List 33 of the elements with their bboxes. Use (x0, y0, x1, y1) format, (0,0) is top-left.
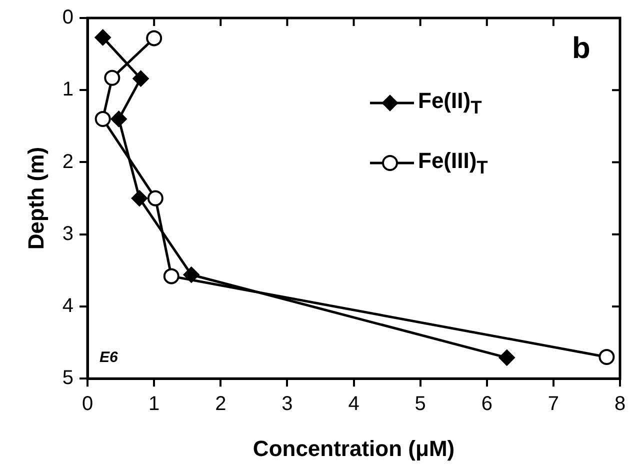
y-tick-label: 0 (62, 6, 74, 29)
annotation: E6 (100, 348, 118, 366)
point (131, 190, 148, 206)
point (94, 29, 111, 46)
point (94, 110, 111, 127)
point (498, 350, 515, 366)
y-tick-label: 1 (62, 78, 74, 101)
point (110, 110, 127, 127)
y-tick-label: 4 (62, 294, 74, 317)
x-tick-label: 1 (148, 393, 160, 416)
x-tick-label: 8 (614, 393, 626, 416)
point (132, 70, 149, 87)
y-tick-label: 5 (62, 367, 74, 390)
y-tick-label: 2 (62, 150, 74, 173)
x-tick-label: 4 (348, 393, 360, 416)
point (147, 190, 164, 206)
x-tick-label: 7 (548, 393, 560, 416)
y-tick-label: 3 (62, 222, 74, 245)
annotation: b (572, 32, 590, 66)
x-tick-label: 3 (282, 393, 293, 416)
x-tick-label: 0 (82, 393, 94, 416)
point (104, 70, 120, 86)
legend-label: Fe(III)$_{T}$ (418, 148, 488, 178)
point (598, 348, 615, 365)
point (146, 30, 162, 46)
x-tick-label: 2 (215, 393, 226, 416)
point (183, 266, 200, 283)
x-axis-title: Concentration (μM) (252, 436, 455, 461)
legend-label: Fe(II)$_{T}$ (418, 88, 482, 118)
point (163, 268, 180, 284)
x-tick-label: 6 (481, 393, 492, 416)
x-tick-label: 5 (414, 393, 426, 416)
y-axis-title: Depth (m) (23, 146, 48, 250)
